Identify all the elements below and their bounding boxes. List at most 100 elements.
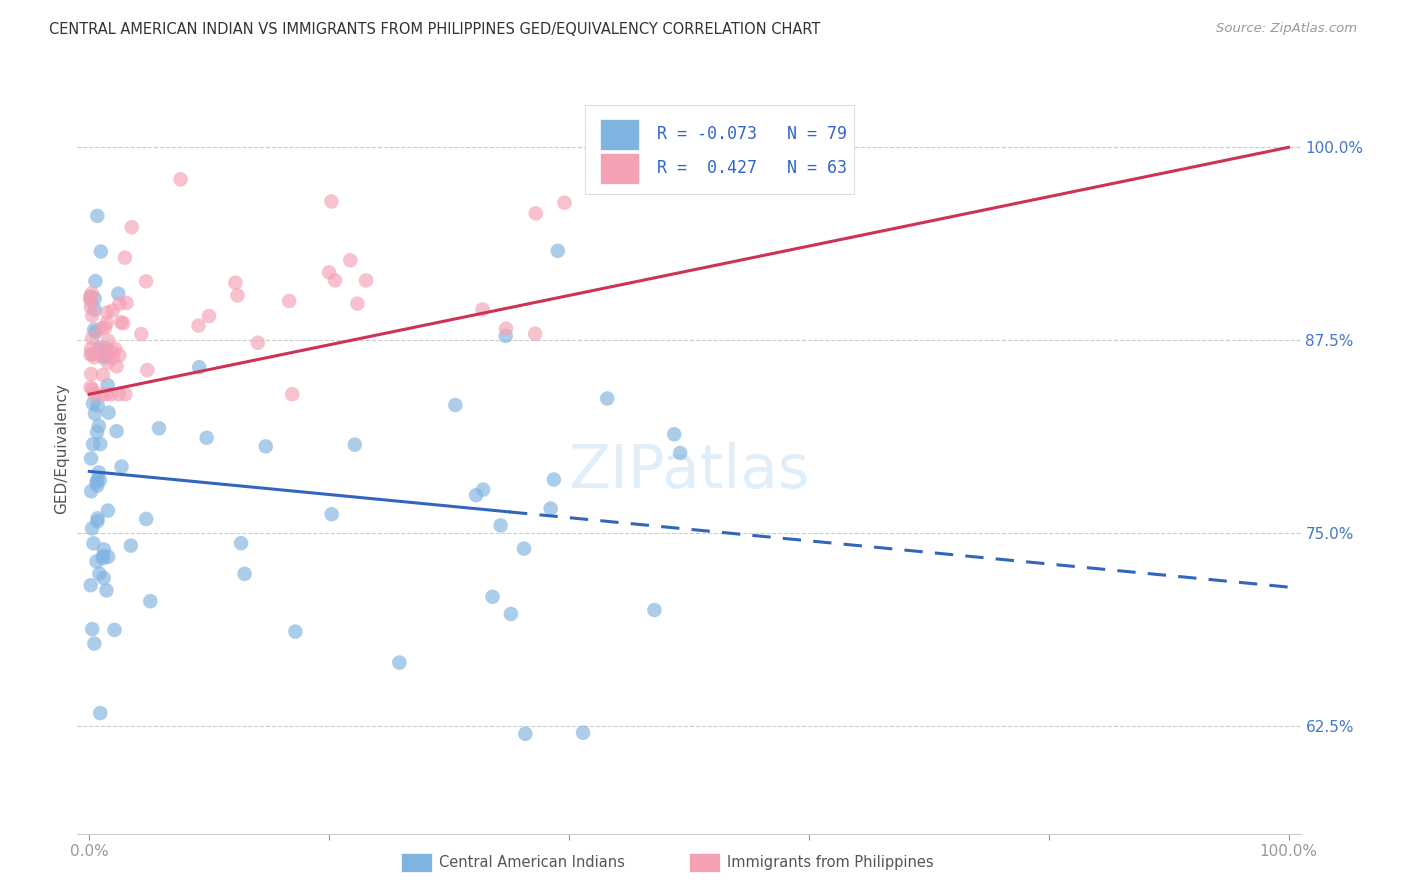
Point <box>84 407 107 421</box>
Point <box>224 276 246 290</box>
Point <box>148 421 170 435</box>
Point <box>187 318 209 333</box>
Point <box>91 551 114 566</box>
Point <box>354 273 377 287</box>
Point <box>93 571 115 585</box>
Point <box>346 296 368 310</box>
Point <box>80 578 103 592</box>
Point <box>246 335 269 350</box>
Point <box>79 290 101 304</box>
Point <box>108 348 131 362</box>
Point <box>444 398 467 412</box>
Point <box>254 439 277 453</box>
Point <box>89 348 111 362</box>
Point <box>86 425 108 439</box>
Point <box>89 437 111 451</box>
Point <box>96 316 118 330</box>
Point <box>110 459 132 474</box>
Point <box>101 351 124 365</box>
Point <box>82 331 104 345</box>
Point <box>91 368 114 382</box>
Point <box>96 305 118 319</box>
Point <box>90 244 112 259</box>
Point <box>388 656 411 670</box>
Point <box>278 293 301 308</box>
Point <box>93 542 115 557</box>
Point <box>83 387 105 401</box>
Point <box>80 301 103 315</box>
Point <box>96 387 118 401</box>
Point <box>91 549 114 563</box>
Point <box>547 244 569 258</box>
Point <box>120 539 142 553</box>
Point <box>321 507 343 521</box>
Point <box>572 725 595 739</box>
Point <box>100 387 122 401</box>
Point <box>284 624 307 639</box>
Point <box>188 360 211 375</box>
Point <box>112 316 135 330</box>
Point <box>80 451 103 466</box>
Point <box>96 583 118 598</box>
Point <box>489 518 512 533</box>
Text: R = -0.073   N = 79: R = -0.073 N = 79 <box>657 125 848 144</box>
Point <box>540 501 562 516</box>
Point <box>135 274 157 288</box>
Point <box>89 566 111 581</box>
Point <box>465 488 488 502</box>
Point <box>80 342 103 356</box>
Point <box>82 347 104 361</box>
Point <box>101 345 124 359</box>
Point <box>513 541 536 556</box>
Point <box>94 320 117 334</box>
FancyBboxPatch shape <box>599 119 638 150</box>
Point <box>524 326 547 341</box>
Point <box>82 309 104 323</box>
Point <box>83 292 105 306</box>
Point <box>97 503 120 517</box>
Point <box>596 392 619 406</box>
Point <box>86 514 108 528</box>
Point <box>339 253 361 268</box>
Point <box>281 387 304 401</box>
Point <box>97 378 120 392</box>
Point <box>79 380 101 394</box>
Point <box>669 446 692 460</box>
Point <box>83 302 105 317</box>
Point <box>114 387 136 401</box>
Point <box>321 194 343 209</box>
Point <box>198 309 221 323</box>
Point <box>121 220 143 235</box>
Point <box>86 475 108 490</box>
Point <box>87 418 110 433</box>
Point <box>79 293 101 308</box>
Point <box>107 387 129 401</box>
Point <box>80 484 103 499</box>
Point <box>97 334 120 348</box>
Point <box>79 347 101 361</box>
Point <box>643 603 665 617</box>
Point <box>495 329 517 343</box>
Point <box>169 172 191 186</box>
Text: R =  0.427   N = 63: R = 0.427 N = 63 <box>657 159 848 178</box>
Point <box>323 273 346 287</box>
Point <box>93 351 115 365</box>
Point <box>86 398 108 412</box>
Y-axis label: GED/Equivalency: GED/Equivalency <box>53 383 69 514</box>
Point <box>554 195 576 210</box>
Point <box>89 706 111 720</box>
Point <box>89 340 111 354</box>
Point <box>318 265 340 279</box>
Point <box>86 511 108 525</box>
Point <box>343 438 366 452</box>
Point <box>79 290 101 304</box>
Point <box>136 363 159 377</box>
Point <box>472 483 495 497</box>
Point <box>495 322 517 336</box>
Point <box>82 382 104 396</box>
Point <box>115 296 138 310</box>
FancyBboxPatch shape <box>585 105 853 194</box>
Text: ZIPatlas: ZIPatlas <box>568 442 810 501</box>
Point <box>82 437 104 451</box>
Point <box>97 549 120 564</box>
